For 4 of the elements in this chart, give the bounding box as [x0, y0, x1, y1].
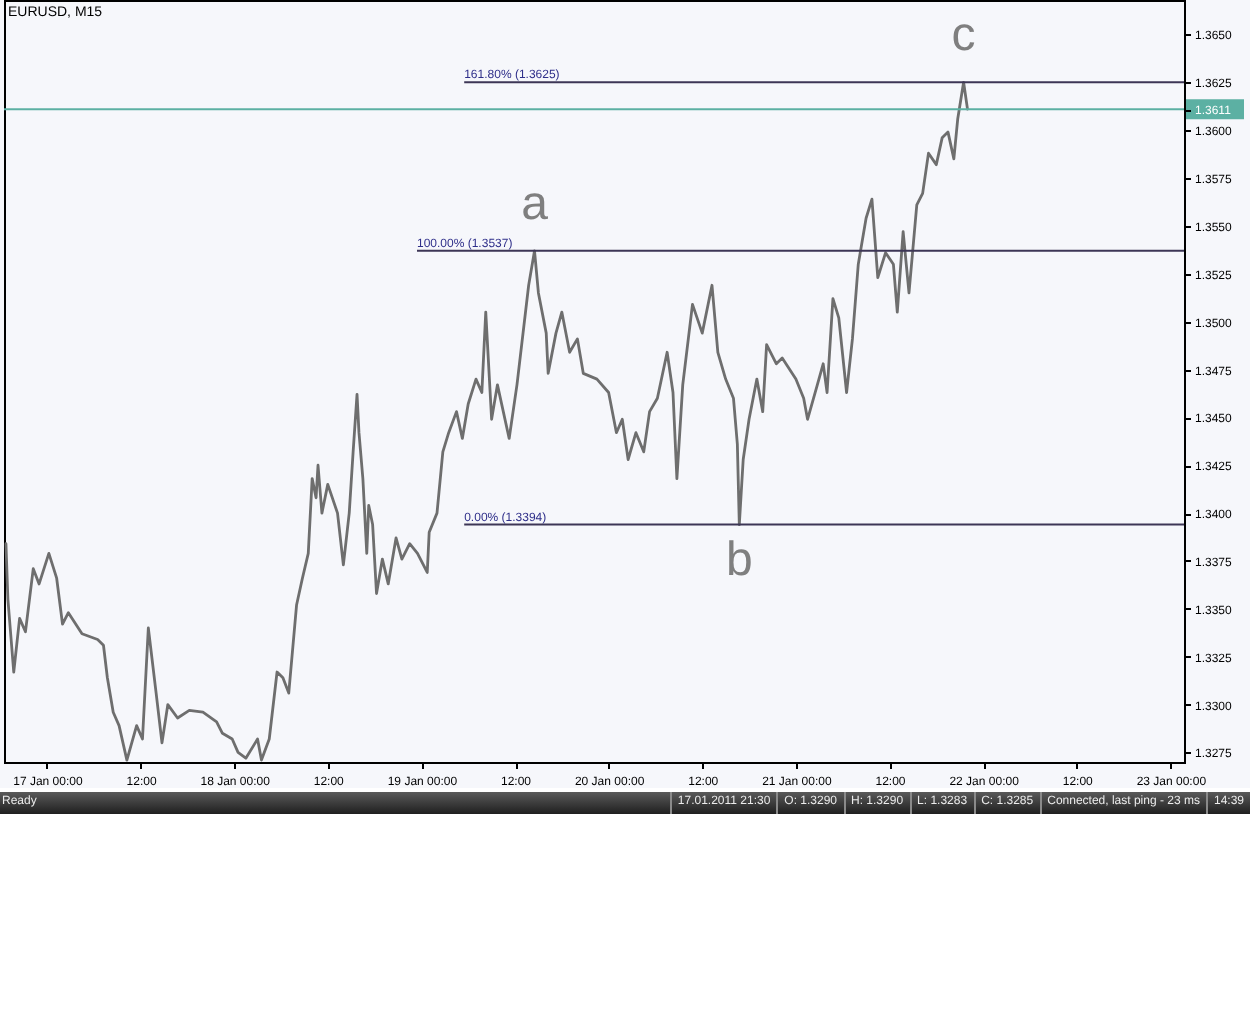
line-series [4, 80, 969, 762]
annotation: c [951, 8, 976, 63]
annotation: a [521, 176, 550, 231]
annotation: b [725, 532, 753, 587]
